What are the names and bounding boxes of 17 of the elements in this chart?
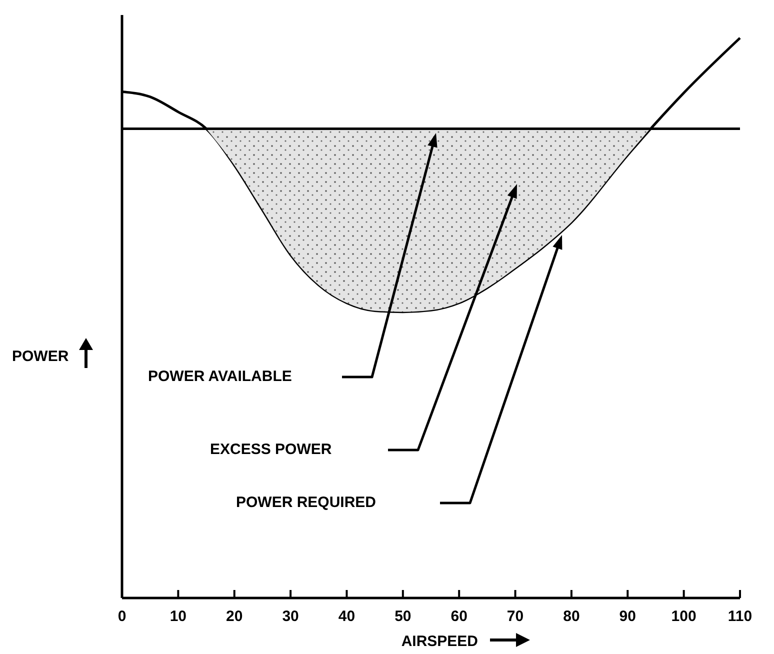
x-tick-label: 10 (170, 608, 187, 625)
x-tick-label: 80 (563, 608, 580, 625)
y-axis-title: POWER (12, 348, 69, 365)
x-tick-label: 40 (338, 608, 356, 625)
x-tick-label: 100 (671, 608, 696, 625)
x-tick-label: 90 (619, 608, 636, 625)
annotation: EXCESS POWER (210, 441, 332, 458)
x-tick-label: 20 (226, 608, 243, 625)
annotation: POWER AVAILABLE (148, 368, 292, 385)
x-tick-label: 50 (394, 608, 412, 625)
x-axis-title: AIRSPEED (401, 633, 478, 650)
x-tick-label: 70 (506, 608, 524, 625)
x-tick-label: 30 (282, 608, 299, 625)
x-tick-label: 60 (450, 608, 468, 625)
annotation: POWER REQUIRED (236, 494, 376, 511)
x-tick-label: 110 (728, 608, 752, 625)
x-tick-label: 0 (118, 608, 126, 625)
